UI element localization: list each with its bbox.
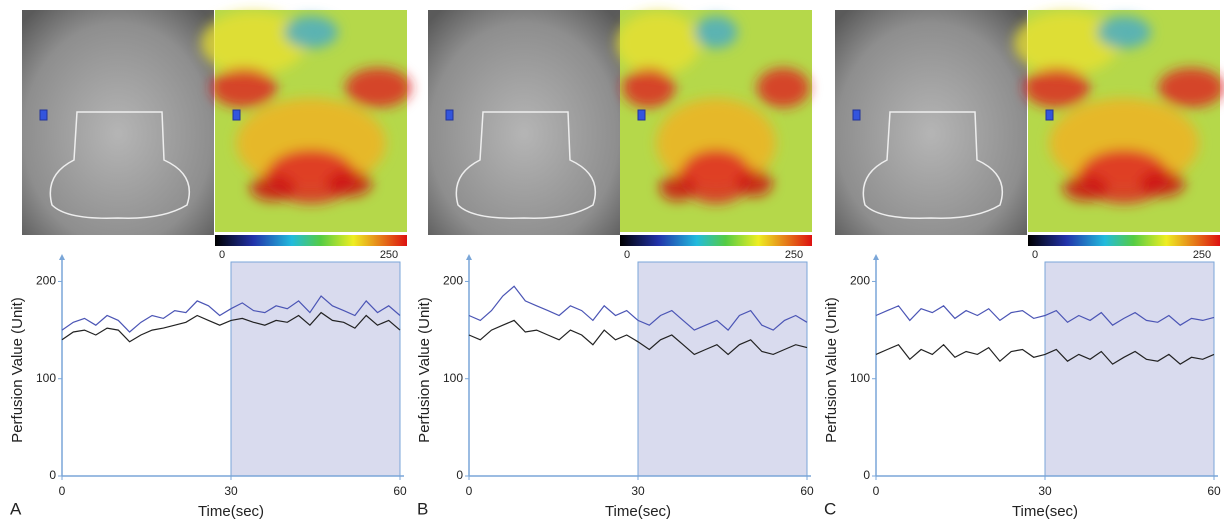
- x-tick-label: 60: [393, 484, 407, 498]
- axis-arrow: [59, 254, 65, 260]
- x-tick-label: 30: [631, 484, 645, 498]
- panel-label: B: [417, 499, 428, 518]
- colorbar-tick-label: 0: [219, 249, 225, 261]
- colorbar-tick-label: 250: [380, 249, 398, 261]
- panel-label: C: [824, 499, 836, 518]
- x-axis-label: Time(sec): [1012, 503, 1078, 520]
- y-axis-label: Perfusion Value (Unit): [9, 297, 26, 443]
- heat-blob: [284, 16, 338, 48]
- colorbar-tick-label: 0: [1032, 249, 1038, 261]
- heat-blob: [345, 68, 411, 108]
- roi-marker: [1046, 110, 1053, 120]
- heat-blob: [1063, 174, 1108, 201]
- y-axis-label: Perfusion Value (Unit): [823, 297, 840, 443]
- roi-marker: [233, 110, 240, 120]
- panel-label: A: [10, 499, 22, 518]
- y-tick-label: 200: [443, 274, 463, 288]
- heat-blob: [622, 68, 675, 108]
- heat-blob: [211, 68, 277, 108]
- y-tick-label: 0: [456, 468, 463, 482]
- heat-blob: [201, 12, 306, 75]
- y-tick-label: 0: [863, 468, 870, 482]
- y-axis-label: Perfusion Value (Unit): [416, 297, 433, 443]
- x-axis-label: Time(sec): [198, 503, 264, 520]
- heat-blob: [250, 174, 295, 201]
- colorbar: [620, 235, 812, 246]
- y-tick-label: 200: [850, 274, 870, 288]
- axis-arrow: [466, 254, 472, 260]
- x-tick-label: 60: [1207, 484, 1221, 498]
- heat-blob: [327, 170, 372, 197]
- axis-arrow: [873, 254, 879, 260]
- x-tick-label: 60: [800, 484, 814, 498]
- heat-blob: [757, 68, 810, 108]
- colorbar-tick-label: 250: [785, 249, 803, 261]
- highlight-region: [1045, 262, 1214, 476]
- colorbar: [215, 235, 407, 246]
- colorbar: [1028, 235, 1220, 246]
- colorbar-tick-label: 250: [1193, 249, 1211, 261]
- roi-marker: [853, 110, 860, 120]
- y-tick-label: 100: [443, 371, 463, 385]
- x-tick-label: 30: [1038, 484, 1052, 498]
- heat-blob: [1140, 170, 1185, 197]
- y-tick-label: 0: [49, 468, 56, 482]
- highlight-region: [231, 262, 400, 476]
- heat-blob: [1097, 16, 1151, 48]
- highlight-region: [638, 262, 807, 476]
- colorbar-tick-label: 0: [624, 249, 630, 261]
- x-tick-label: 0: [873, 484, 880, 498]
- heat-blob: [1014, 12, 1119, 75]
- x-tick-label: 30: [224, 484, 238, 498]
- x-tick-label: 0: [466, 484, 473, 498]
- y-tick-label: 200: [36, 274, 56, 288]
- heat-blob: [660, 174, 696, 201]
- heat-blob: [736, 170, 772, 197]
- roi-marker: [40, 110, 47, 120]
- figure: 0 250 0 100 200 0 30 60 Perfusion Value (Unit) Ti…: [0, 0, 1224, 523]
- heat-blob: [1024, 68, 1090, 108]
- heat-blob: [694, 16, 737, 48]
- y-tick-label: 100: [36, 371, 56, 385]
- heat-blob: [1158, 68, 1224, 108]
- x-axis-label: Time(sec): [605, 503, 671, 520]
- roi-marker: [638, 110, 645, 120]
- roi-marker: [446, 110, 453, 120]
- heat-blob: [616, 12, 700, 75]
- x-tick-label: 0: [59, 484, 66, 498]
- y-tick-label: 100: [850, 371, 870, 385]
